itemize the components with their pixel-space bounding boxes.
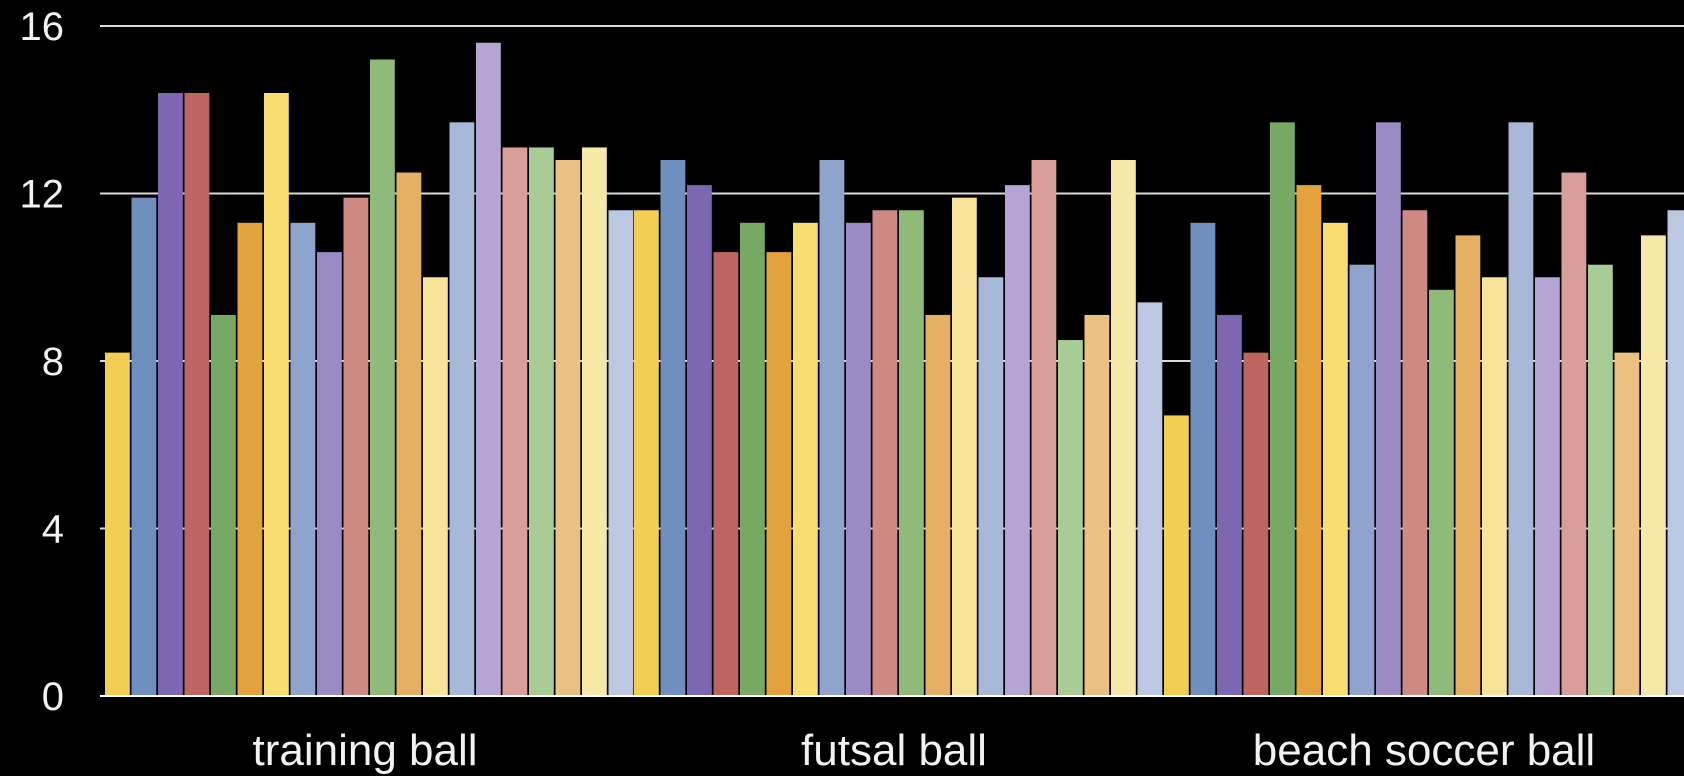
bar [1535, 277, 1560, 696]
bar [925, 314, 951, 696]
bar [1376, 122, 1401, 696]
bar [608, 210, 634, 696]
bar [396, 172, 422, 696]
bar [872, 210, 898, 696]
bar [899, 210, 924, 696]
bar [1561, 172, 1587, 696]
y-tick-label: 8 [42, 340, 64, 384]
bar [1164, 415, 1189, 696]
bar [1084, 314, 1110, 696]
bar [555, 160, 581, 696]
bar [740, 222, 765, 696]
bar [1137, 302, 1163, 696]
bar [1455, 235, 1481, 696]
bar [476, 42, 501, 696]
bar [449, 122, 475, 696]
y-tick-label: 4 [42, 508, 64, 552]
bar [1614, 352, 1640, 696]
bar [1349, 264, 1375, 696]
x-tick-label: futsal ball [801, 726, 987, 775]
bar [1270, 122, 1295, 696]
bar [131, 197, 157, 696]
bar [687, 185, 712, 696]
y-tick-label: 0 [42, 675, 64, 719]
bar [819, 160, 845, 696]
x-tick-label: beach soccer ball [1253, 726, 1595, 775]
bar [1508, 122, 1534, 696]
bar [1243, 352, 1269, 696]
bar [343, 197, 369, 696]
bar [766, 252, 792, 696]
bar [502, 147, 528, 696]
bar [1482, 277, 1507, 696]
bar [211, 314, 236, 696]
x-tick-label: training ball [252, 726, 477, 775]
bar [582, 147, 607, 696]
bar [158, 93, 183, 696]
bar [1641, 235, 1666, 696]
bar [634, 210, 659, 696]
bar [952, 197, 977, 696]
bar [713, 252, 739, 696]
bar [660, 160, 686, 696]
bar [423, 277, 448, 696]
bar [290, 222, 316, 696]
bar [1323, 222, 1348, 696]
bar [105, 352, 130, 696]
bars [105, 42, 1684, 696]
bar [184, 93, 210, 696]
bar [1058, 340, 1083, 696]
bar [1217, 314, 1242, 696]
bar [237, 222, 263, 696]
y-tick-label: 16 [20, 5, 65, 49]
bar [264, 93, 289, 696]
bar [978, 277, 1004, 696]
bar [846, 222, 871, 696]
bar [1031, 160, 1057, 696]
bar [1111, 160, 1136, 696]
bar [1190, 222, 1216, 696]
bar [793, 222, 818, 696]
y-tick-label: 12 [20, 173, 65, 217]
bar [1588, 264, 1613, 696]
labels: 0 4 8 12 16 training ball futsal ball beach soc… [20, 5, 1596, 775]
bar [1005, 185, 1030, 696]
bar [1667, 210, 1684, 696]
bar [1402, 210, 1428, 696]
bar [370, 59, 395, 696]
bar [1429, 289, 1454, 696]
bar [1296, 185, 1322, 696]
bar [317, 252, 342, 696]
bar [529, 147, 554, 696]
